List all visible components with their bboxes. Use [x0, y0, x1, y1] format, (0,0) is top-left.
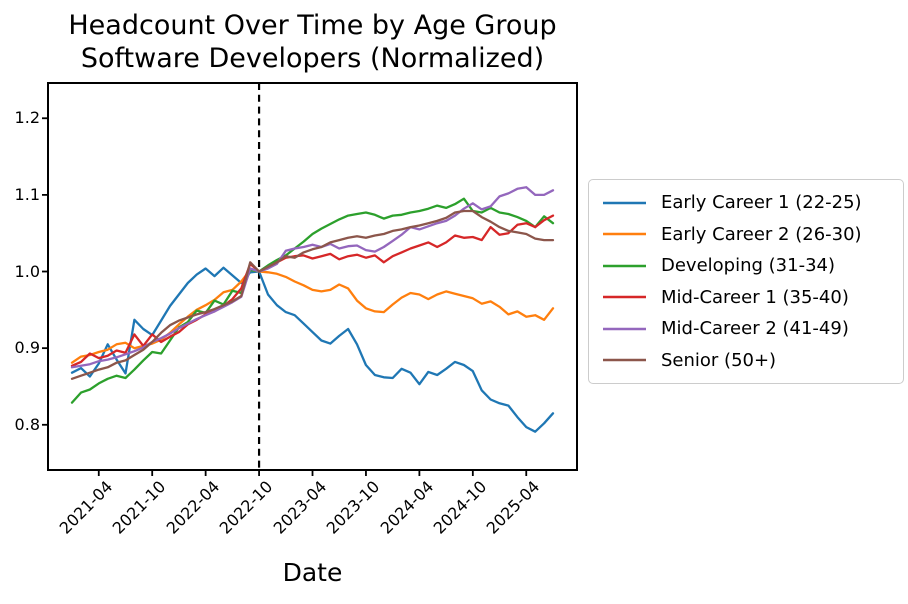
legend-item: Early Career 1 (22-25) — [597, 187, 895, 219]
legend-label: Mid-Career 1 (35-40) — [661, 286, 849, 308]
series-line-1 — [70, 268, 555, 364]
chart-title-line2: Software Developers (Normalized) — [80, 43, 545, 74]
legend-label: Early Career 2 (26-30) — [661, 223, 862, 245]
legend-line-sample — [603, 201, 646, 205]
x-axis-label: Date — [282, 558, 343, 587]
legend-line-sample — [603, 232, 646, 236]
series-line-2 — [70, 197, 555, 404]
legend-line-sample — [603, 358, 646, 362]
legend-label: Developing (31-34) — [661, 255, 836, 277]
chart-title: Headcount Over Time by Age Group Softwar… — [0, 9, 625, 75]
series-line-3 — [70, 214, 555, 367]
plot-border — [47, 82, 578, 471]
chart-title-line1: Headcount Over Time by Age Group — [68, 10, 557, 41]
legend-item: Developing (31-34) — [597, 250, 895, 282]
y-tick-label: 0.8 — [14, 414, 40, 434]
y-tick-label: 0.9 — [14, 338, 40, 358]
legend-label: Senior (50+) — [661, 349, 777, 371]
y-tick-label: 1.0 — [14, 261, 40, 281]
series-line-5 — [70, 209, 555, 380]
legend-item: Mid-Career 1 (35-40) — [597, 282, 895, 314]
legend: Early Career 1 (22-25) Early Career 2 (26… — [588, 179, 904, 384]
legend-line-sample — [603, 327, 646, 331]
y-tick-label: 1.2 — [14, 108, 40, 128]
legend-line-sample — [603, 264, 646, 268]
legend-item: Mid-Career 2 (41-49) — [597, 313, 895, 345]
legend-line-sample — [603, 295, 646, 299]
legend-item: Early Career 2 (26-30) — [597, 219, 895, 251]
y-tick-label: 1.1 — [14, 184, 40, 204]
legend-label: Mid-Career 2 (41-49) — [661, 318, 849, 340]
legend-label: Early Career 1 (22-25) — [661, 192, 862, 214]
legend-item: Senior (50+) — [597, 345, 895, 377]
series-line-4 — [70, 186, 555, 369]
